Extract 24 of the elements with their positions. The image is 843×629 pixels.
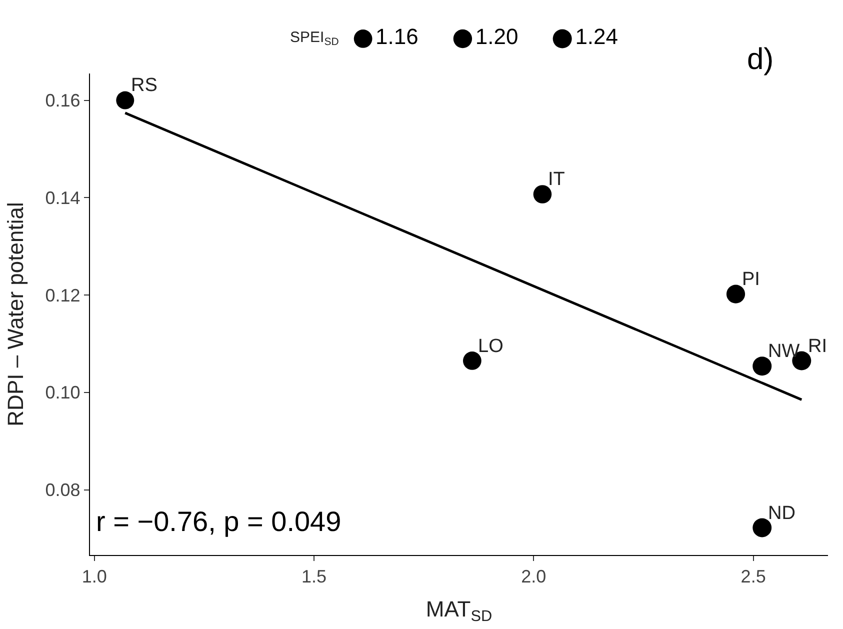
x-tick-label: 2.5 [740,566,766,587]
legend-label: 1.24 [575,24,618,50]
legend-label: 1.20 [475,24,518,50]
annotation: ND [768,503,796,524]
y-tick-label: 0.12 [45,285,80,306]
y-tick-label: 0.08 [45,480,80,500]
annotation: LO [478,336,504,357]
legend-label: 1.16 [376,24,418,50]
annotation: r = −0.76, p = 0.049 [96,506,342,537]
annotation: RI [808,336,827,357]
legend-title: SPEI$_{SD}$ [290,29,340,48]
x-tick-label: 2.0 [521,566,546,587]
y-tick-label: 0.14 [45,188,80,208]
x-tick-label: 1.0 [82,566,107,587]
annotation: PI [742,269,760,290]
y-axis-title: RDPI – Water potential [3,202,28,426]
annotation: NW [768,341,800,362]
y-tick-label: 0.10 [45,382,80,403]
y-tick-label: 0.16 [45,90,80,111]
annotation: IT [548,169,566,190]
annotation: d) [747,43,774,76]
annotation: RS [131,75,158,96]
x-axis-title: MAT$_{SD}$ [426,596,492,626]
x-tick-label: 1.5 [302,566,327,587]
